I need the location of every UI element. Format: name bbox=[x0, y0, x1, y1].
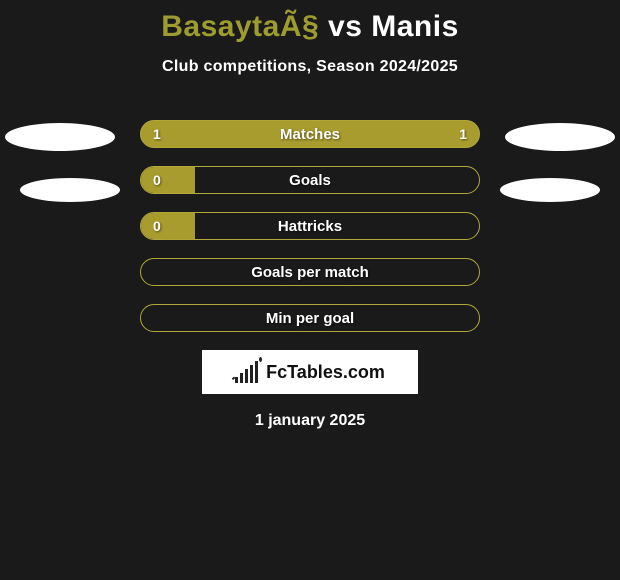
title-player2: Manis bbox=[371, 10, 459, 43]
stat-label: Hattricks bbox=[278, 218, 342, 235]
logo-box: FcTables.com bbox=[202, 350, 418, 394]
stat-label: Min per goal bbox=[266, 310, 354, 327]
subtitle: Club competitions, Season 2024/2025 bbox=[0, 58, 620, 76]
title-vs: vs bbox=[328, 10, 362, 43]
stat-label: Matches bbox=[280, 126, 340, 143]
stat-row: 0 Goals bbox=[140, 166, 480, 194]
stat-row: Min per goal bbox=[140, 304, 480, 332]
stat-row: 0 Hattricks bbox=[140, 212, 480, 240]
stat-value-left: 0 bbox=[153, 172, 161, 188]
stat-value-left: 1 bbox=[153, 126, 161, 142]
stat-value-right: 1 bbox=[459, 126, 467, 142]
logo-text: FcTables.com bbox=[266, 362, 385, 383]
title-player1: BasaytaÃ§ bbox=[161, 10, 319, 43]
footer-date: 1 january 2025 bbox=[0, 412, 620, 430]
stat-value-left: 0 bbox=[153, 218, 161, 234]
stat-label: Goals bbox=[289, 172, 331, 189]
chart-bars-icon bbox=[235, 361, 258, 383]
stat-row: Goals per match bbox=[140, 258, 480, 286]
stat-row: 1 1 Matches bbox=[140, 120, 480, 148]
stat-fill-left bbox=[141, 167, 195, 193]
stat-label: Goals per match bbox=[251, 264, 369, 281]
page-title: BasaytaÃ§ vs Manis bbox=[0, 0, 620, 44]
stat-fill-left bbox=[141, 213, 195, 239]
stats-list: 1 1 Matches 0 Goals 0 Hattricks Goals per match… bbox=[0, 120, 620, 332]
